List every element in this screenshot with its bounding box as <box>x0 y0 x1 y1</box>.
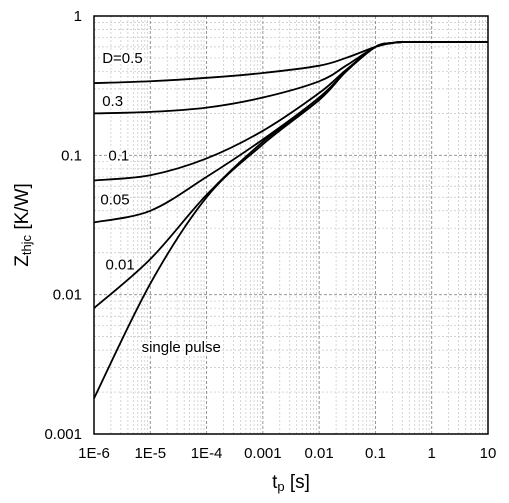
series-lines <box>93 41 488 399</box>
x-tick-label: 1E-6 <box>78 445 110 462</box>
plot-frame <box>93 15 489 435</box>
x-tick-label: 1E-4 <box>191 445 223 462</box>
x-axis-title-subscript: p <box>277 479 284 494</box>
x-tick-label: 0.1 <box>365 445 386 462</box>
x-tick-label: 0.001 <box>244 445 282 462</box>
curve-label: 0.05 <box>100 192 129 209</box>
y-axis-title-main: Z <box>12 255 33 267</box>
x-axis-title-main: t <box>272 472 278 493</box>
y-tick-label: 0.1 <box>61 147 82 164</box>
curve-label: 0.01 <box>105 256 134 273</box>
y-tick-labels: 1 0.1 0.01 0.001 <box>44 8 82 443</box>
x-tick-labels: 1E-6 1E-5 1E-4 0.001 0.01 0.1 1 10 <box>78 445 496 462</box>
y-axis-title: Zthjc [K/W] <box>12 183 34 267</box>
curve-label: 0.1 <box>108 147 129 164</box>
minor-gridlines <box>94 16 488 434</box>
y-tick-label: 0.001 <box>44 426 82 443</box>
x-tick-label: 0.01 <box>305 445 334 462</box>
y-axis-title-subscript: thjc <box>19 234 34 255</box>
x-axis-title: tp [s] <box>272 472 310 494</box>
x-tick-label: 1E-5 <box>134 445 166 462</box>
y-tick-label: 1 <box>74 8 82 25</box>
x-axis-title-unit: [s] <box>285 472 310 493</box>
curve-labels: D=0.5 0.3 0.1 0.05 0.01 single pulse <box>98 48 222 358</box>
y-axis-title-unit: [K/W] <box>12 183 33 235</box>
series-line-5 <box>93 41 488 399</box>
curve-label: 0.3 <box>102 93 123 110</box>
curve-label: single pulse <box>142 339 221 356</box>
x-tick-label: 1 <box>428 445 436 462</box>
curve-label: D=0.5 <box>102 50 142 67</box>
y-tick-label: 0.01 <box>53 287 82 304</box>
x-tick-label: 10 <box>480 445 497 462</box>
